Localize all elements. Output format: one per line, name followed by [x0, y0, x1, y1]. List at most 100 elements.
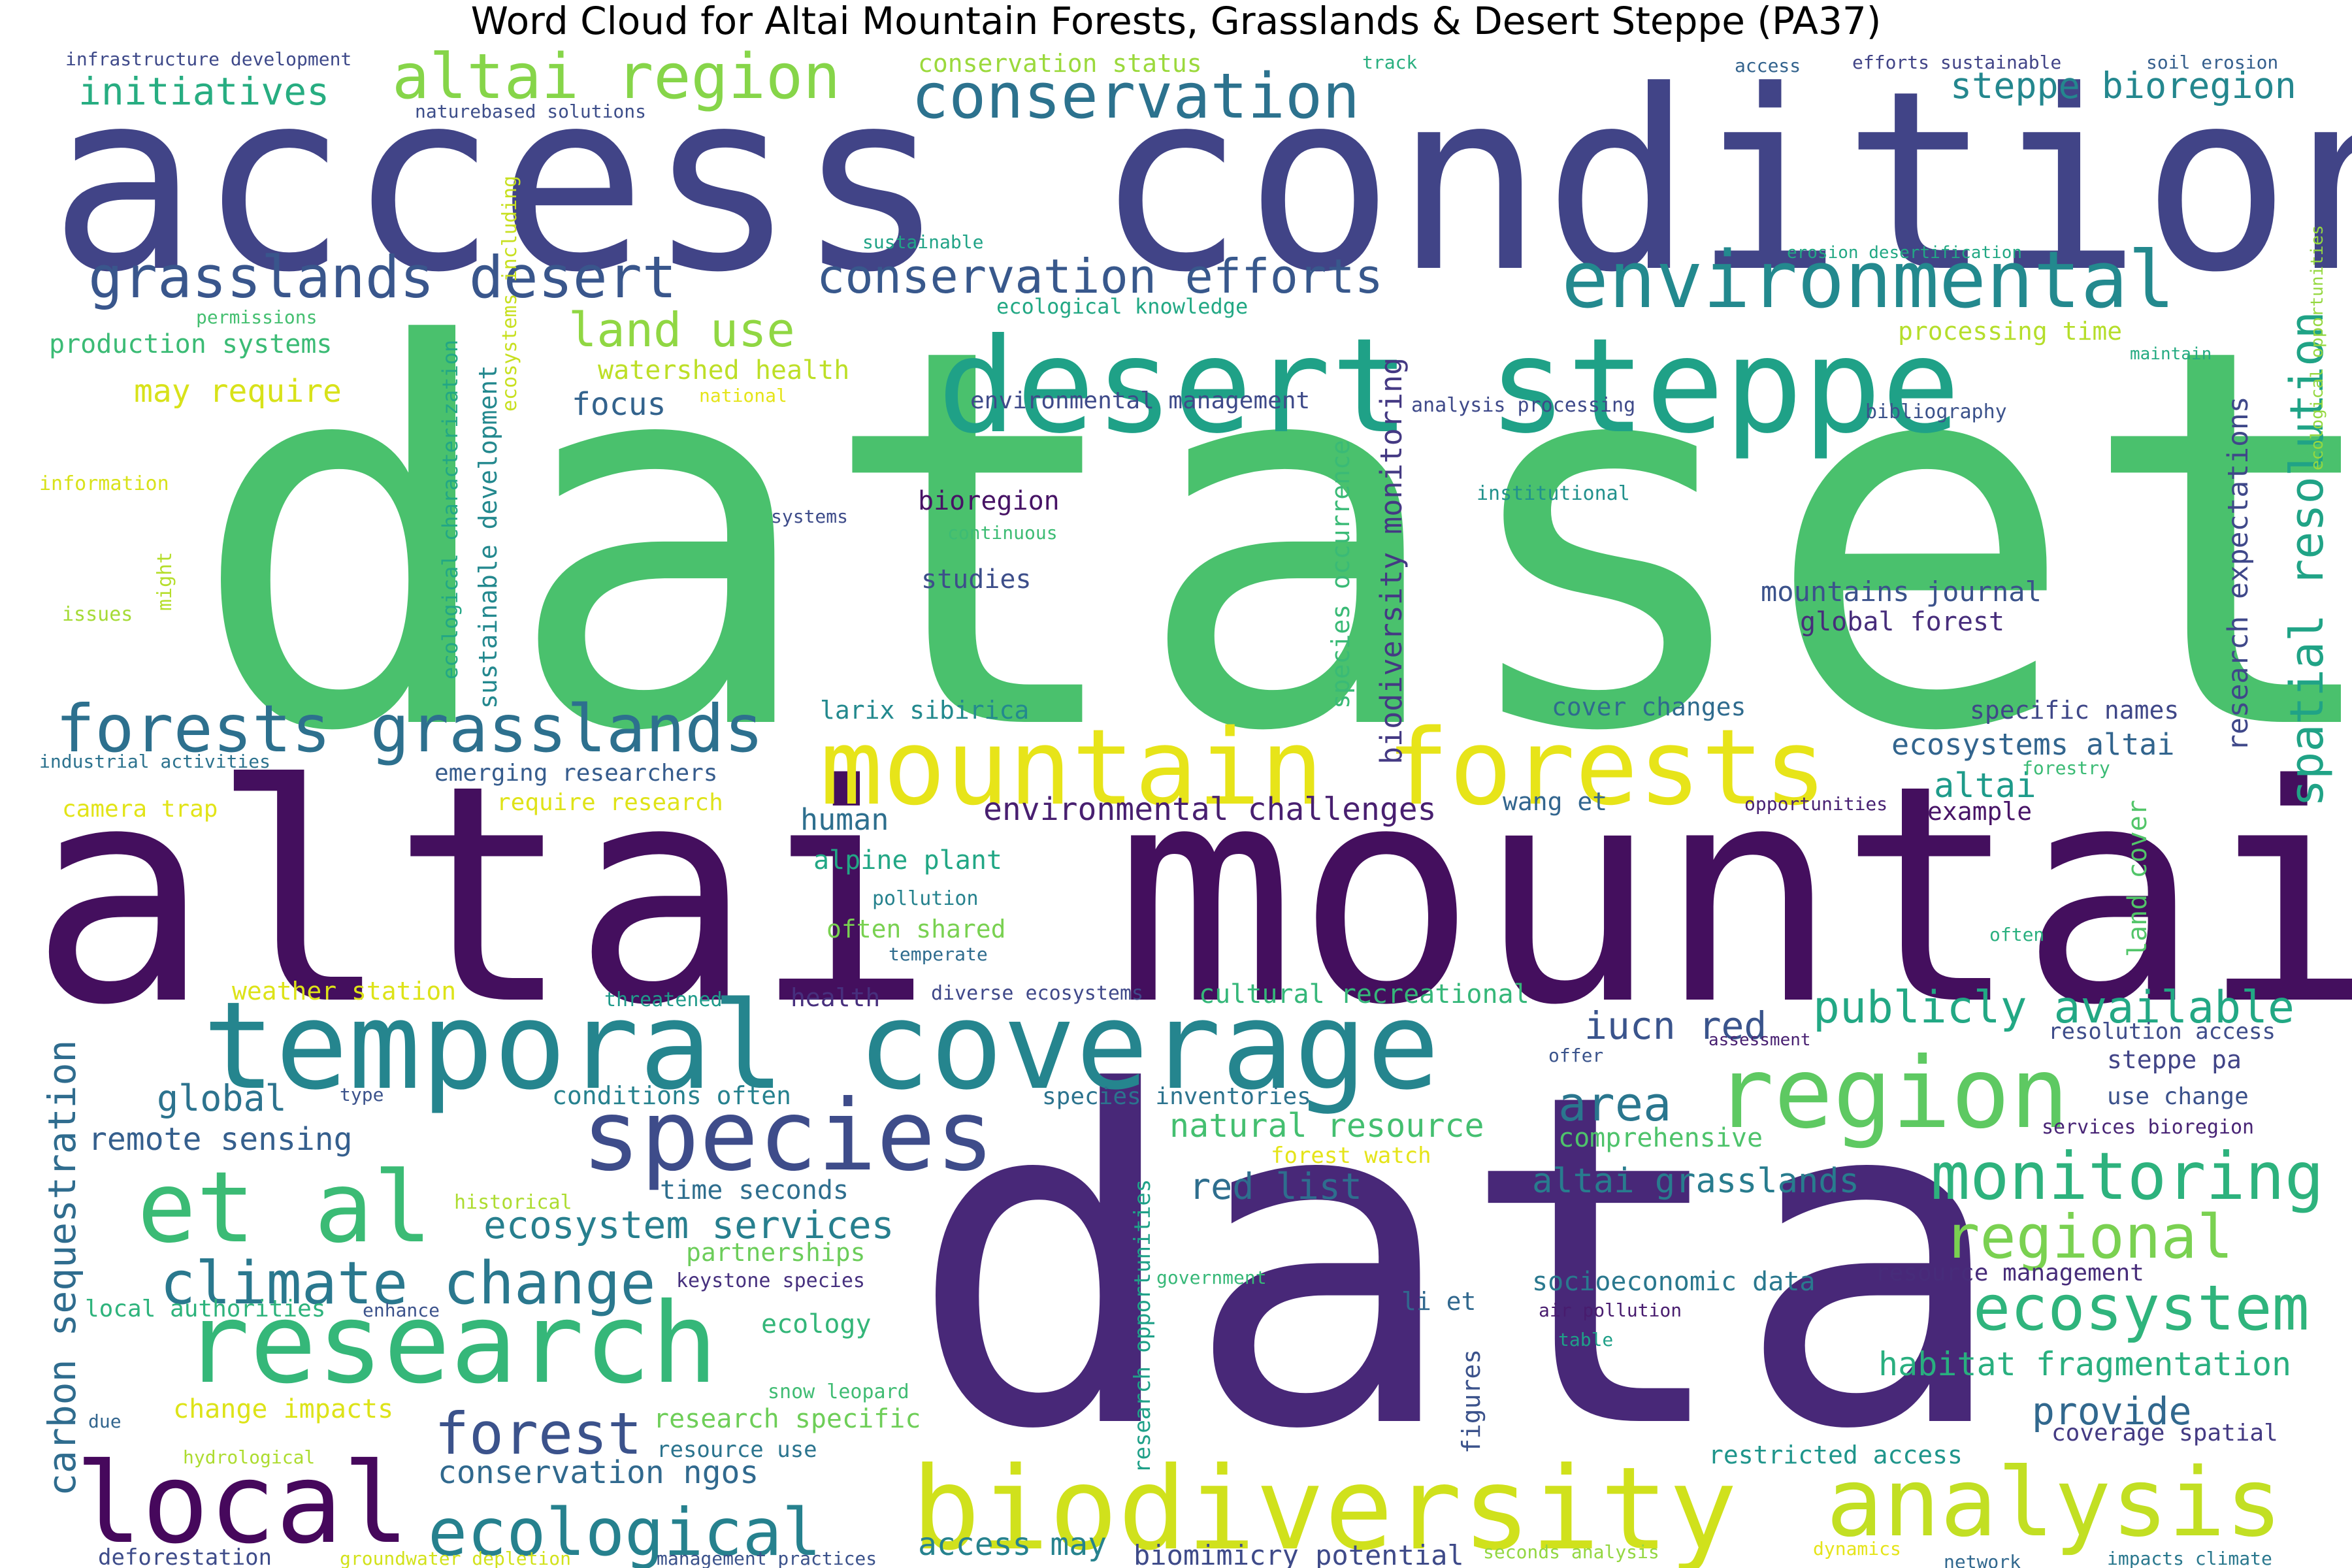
- word-ecology: ecology: [761, 1309, 872, 1339]
- word-groundwater-depletion: groundwater depletion: [340, 1548, 571, 1568]
- word-natural-resource: natural resource: [1169, 1107, 1484, 1145]
- word-offer: offer: [1548, 1045, 1603, 1066]
- word-analysis: analysis: [1826, 1448, 2282, 1558]
- word-bioregion: bioregion: [918, 486, 1060, 516]
- word-production-systems: production systems: [49, 329, 332, 359]
- word-partnerships: partnerships: [686, 1238, 866, 1267]
- word-historical: historical: [454, 1191, 572, 1214]
- word-continuous: continuous: [947, 522, 1058, 544]
- word-carbon-sequestration: carbon sequestration: [40, 1040, 84, 1496]
- word-permissions: permissions: [196, 306, 317, 328]
- word-wang-et: wang et: [1503, 787, 1607, 816]
- word-weather-station: weather station: [232, 977, 456, 1005]
- word-dynamics: dynamics: [1813, 1538, 1901, 1560]
- word-naturebased-solutions: naturebased solutions: [415, 101, 646, 122]
- word-desert-steppe: desert steppe: [938, 310, 1960, 463]
- word-et-al: et al: [137, 1151, 433, 1265]
- word-pollution: pollution: [872, 887, 979, 910]
- word-dataset: dataset: [189, 237, 2352, 845]
- word-forestry: forestry: [2022, 757, 2110, 779]
- word-maintain: maintain: [2130, 344, 2212, 364]
- word-research-specific: research specific: [653, 1404, 921, 1434]
- word-altai: altai: [1934, 766, 2036, 806]
- word-time-seconds: time seconds: [660, 1175, 849, 1205]
- word-biodiversity-monitoring: biodiversity monitoring: [1374, 357, 1409, 764]
- word-enhance: enhance: [363, 1299, 440, 1321]
- word-local: local: [75, 1439, 410, 1568]
- word-due: due: [88, 1411, 122, 1432]
- word-monitoring: monitoring: [1931, 1138, 2324, 1215]
- word-mountains-journal: mountains journal: [1761, 576, 2042, 608]
- word-forests-grasslands: forests grasslands: [56, 691, 764, 767]
- word-specific-names: specific names: [1970, 696, 2179, 725]
- word-track: track: [1362, 52, 1417, 73]
- word-studies: studies: [921, 564, 1032, 595]
- word-industrial-activities: industrial activities: [39, 751, 270, 772]
- word-national: national: [699, 385, 787, 406]
- word-may-require: may require: [134, 373, 342, 410]
- word-ecosystem: ecosystem: [1973, 1273, 2310, 1345]
- word-biodiversity: biodiversity: [911, 1443, 1737, 1568]
- word-emerging-researchers: emerging researchers: [434, 760, 717, 787]
- word-access: access: [1735, 55, 1801, 76]
- word-forest-watch: forest watch: [1271, 1143, 1431, 1169]
- word-impacts-climate: impacts climate: [2107, 1548, 2272, 1568]
- word-global-forest: global forest: [1800, 607, 2004, 637]
- word-altai-region: altai region: [392, 41, 840, 113]
- word-change-impacts: change impacts: [173, 1394, 393, 1424]
- word-ecological-opportunities: ecological opportunities: [2308, 225, 2327, 470]
- word-opportunities: opportunities: [1744, 793, 1887, 815]
- word-environmental-challenges: environmental challenges: [983, 791, 1437, 828]
- word-environmental-management: environmental management: [970, 387, 1310, 414]
- word-global: global: [157, 1077, 287, 1119]
- word-remote-sensing: remote sensing: [88, 1121, 353, 1158]
- word-snow-leopard: snow leopard: [768, 1380, 909, 1403]
- word-mountain-forests: mountain forests: [820, 706, 1827, 828]
- chart-title: Word Cloud for Altai Mountain Forests, G…: [470, 0, 1882, 43]
- word-climate-change: climate change: [160, 1249, 656, 1318]
- word-ecosystem-services: ecosystem services: [483, 1203, 894, 1247]
- word-bibliography: bibliography: [1865, 400, 2007, 423]
- word-diverse-ecosystems: diverse ecosystems: [931, 982, 1143, 1005]
- word-conservation-efforts: conservation efforts: [817, 249, 1383, 304]
- word-li-et: li et: [1401, 1287, 1476, 1316]
- word-conservation: conservation: [911, 61, 1360, 133]
- word-air-pollution: air pollution: [1539, 1299, 1682, 1321]
- word-require-research: require research: [497, 789, 723, 816]
- word-local-authorities: local authorities: [85, 1296, 325, 1322]
- word-spatial-resolution: spatial resolution: [2280, 311, 2334, 807]
- word-human: human: [800, 802, 889, 837]
- word-watershed-health: watershed health: [598, 355, 849, 385]
- word-steppe-bioregion: steppe bioregion: [1950, 65, 2296, 106]
- word-restricted-access: restricted access: [1708, 1441, 1963, 1469]
- word-data: data: [908, 997, 2010, 1529]
- word-resource-use: resource use: [657, 1437, 817, 1463]
- word-institutional: institutional: [1477, 482, 1630, 505]
- word-research-expectations: research expectations: [2222, 396, 2255, 751]
- word-efforts-sustainable: efforts sustainable: [1852, 52, 2061, 73]
- word-research: research: [183, 1279, 718, 1409]
- word-larix-sibirica: larix sibirica: [820, 696, 1029, 725]
- word-species: species: [581, 1079, 994, 1193]
- word-provide: provide: [2032, 1389, 2191, 1433]
- word-access-conditions: access conditions: [49, 37, 2352, 327]
- word-ecological-characterization: ecological characterization: [438, 340, 463, 679]
- word-access-may: access may: [918, 1526, 1107, 1563]
- word-example: example: [1927, 797, 2032, 826]
- word-resource-management: resource management: [1875, 1260, 2144, 1286]
- word-temporal-coverage: temporal coverage: [203, 975, 1439, 1117]
- word-systems: systems: [771, 506, 848, 527]
- word-conservation-ngos: conservation ngos: [438, 1454, 759, 1491]
- word-information: information: [39, 472, 169, 495]
- word-land-use: land use: [568, 302, 795, 357]
- word-sustainable: sustainable: [862, 231, 983, 253]
- word-use-change: use change: [2107, 1083, 2249, 1110]
- word-health: health: [791, 983, 880, 1012]
- word-ecological-knowledge: ecological knowledge: [996, 294, 1248, 319]
- word-network: network: [1944, 1551, 2021, 1568]
- word-research-opportunities: research opportunities: [1130, 1179, 1156, 1473]
- word-habitat-fragmentation: habitat fragmentation: [1878, 1345, 2291, 1383]
- word-area: area: [1558, 1077, 1671, 1132]
- word-coverage-spatial: coverage spatial: [2051, 1420, 2278, 1446]
- word-focus: focus: [572, 386, 666, 423]
